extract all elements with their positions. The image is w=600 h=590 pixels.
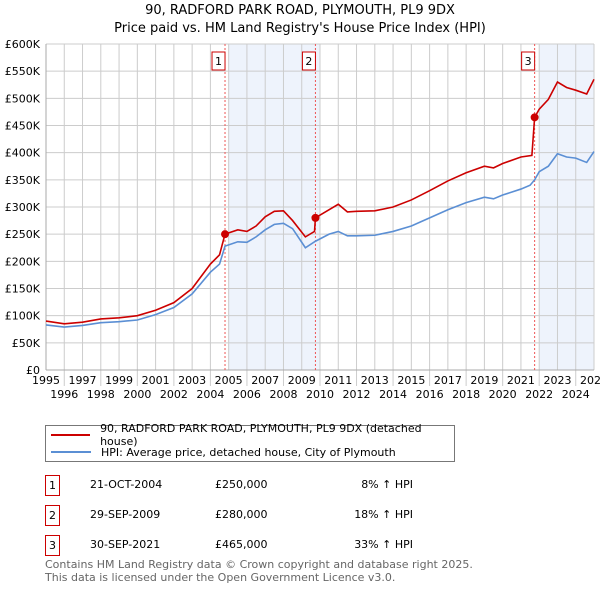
x-tick-label: 2022	[525, 388, 553, 401]
x-tick-label: 2002	[160, 388, 188, 401]
x-tick-label: 2003	[178, 374, 206, 387]
y-tick-label: £500K	[5, 92, 41, 105]
x-tick-label: 2023	[543, 374, 571, 387]
legend-label: HPI: Average price, detached house, City…	[101, 445, 396, 459]
x-tick-label: 1995	[32, 374, 60, 387]
legend-label: 90, RADFORD PARK ROAD, PLYMOUTH, PL9 9DX…	[100, 422, 422, 448]
x-tick-label: 2024	[562, 388, 590, 401]
legend-swatch-red	[51, 434, 91, 436]
transaction-date: 29-SEP-2009	[90, 508, 161, 521]
transaction-price: £250,000	[215, 478, 268, 491]
x-tick-label: 2020	[489, 388, 517, 401]
transaction-hpi: 8% ↑ HPI	[361, 478, 413, 491]
x-tick-label: 2007	[251, 374, 279, 387]
x-tick-label: 1996	[50, 388, 78, 401]
x-tick-label: 2001	[142, 374, 170, 387]
chart-title: 90, RADFORD PARK ROAD, PLYMOUTH, PL9 9DX…	[0, 2, 600, 38]
y-tick-label: £350K	[5, 174, 41, 187]
sale-label: 1	[215, 55, 222, 68]
x-tick-label: 1997	[69, 374, 97, 387]
transaction-marker: 3	[45, 535, 60, 556]
hpi-line	[45, 151, 595, 328]
footer-line-2: This data is licensed under the Open Gov…	[45, 571, 396, 584]
y-tick-label: £100K	[5, 310, 41, 323]
transaction-price: £280,000	[215, 508, 268, 521]
x-tick-label: 2025	[580, 374, 600, 387]
sale-point	[311, 213, 320, 222]
y-tick-label: £250K	[5, 228, 41, 241]
legend: 90, RADFORD PARK ROAD, PLYMOUTH, PL9 9DX…	[45, 422, 455, 462]
y-tick-label: £0	[26, 364, 40, 377]
x-tick-label: 2013	[361, 374, 389, 387]
transaction-marker: 2	[45, 505, 60, 526]
x-tick-label: 2000	[123, 388, 151, 401]
x-tick-label: 2018	[452, 388, 480, 401]
sale-label-box	[211, 51, 226, 71]
price-chart: 1995199619971998199920002001200220032004…	[5, 38, 600, 401]
x-tick-label: 2021	[507, 374, 535, 387]
x-tick-label: 2014	[379, 388, 407, 401]
legend-swatch-blue	[51, 451, 91, 453]
x-tick-label: 2011	[324, 374, 352, 387]
y-tick-label: £50K	[12, 337, 41, 350]
title-line: 90, RADFORD PARK ROAD, PLYMOUTH, PL9 9DX	[145, 3, 455, 18]
transaction-row: 1 21-OCT-2004 £250,000 8% ↑ HPI	[45, 475, 445, 496]
property-price-line	[45, 78, 595, 325]
sale-label-box	[301, 51, 316, 71]
x-tick-label: 2010	[306, 388, 334, 401]
y-tick-label: £150K	[5, 283, 41, 296]
x-tick-label: 2016	[416, 388, 444, 401]
x-tick-label: 2004	[196, 388, 224, 401]
y-tick-label: £200K	[5, 255, 41, 268]
x-tick-label: 1998	[87, 388, 115, 401]
footer-line-1: Contains HM Land Registry data © Crown c…	[45, 558, 473, 571]
x-tick-label: 2009	[288, 374, 316, 387]
sale-label: 3	[525, 55, 532, 68]
legend-item-hpi: HPI: Average price, detached house, City…	[51, 444, 396, 460]
y-tick-label: £450K	[5, 120, 41, 133]
x-tick-label: 2012	[343, 388, 371, 401]
sale-label-box	[521, 51, 536, 71]
legend-item-property: 90, RADFORD PARK ROAD, PLYMOUTH, PL9 9DX…	[51, 422, 454, 448]
sale-point	[530, 113, 539, 122]
y-tick-label: £550K	[5, 65, 41, 78]
transaction-hpi: 33% ↑ HPI	[354, 538, 413, 551]
x-tick-label: 2015	[397, 374, 425, 387]
transaction-row: 3 30-SEP-2021 £465,000 33% ↑ HPI	[45, 535, 445, 556]
x-tick-label: 1999	[105, 374, 133, 387]
y-tick-label: £400K	[5, 147, 41, 160]
transaction-row: 2 29-SEP-2009 £280,000 18% ↑ HPI	[45, 505, 445, 526]
transaction-marker: 1	[45, 475, 60, 496]
transaction-hpi: 18% ↑ HPI	[354, 508, 413, 521]
sale-point	[221, 230, 230, 239]
transaction-date: 21-OCT-2004	[90, 478, 163, 491]
x-tick-label: 2006	[233, 388, 261, 401]
x-tick-label: 2017	[434, 374, 462, 387]
subtitle-line: Price paid vs. HM Land Registry's House …	[114, 21, 486, 36]
transaction-price: £465,000	[215, 538, 268, 551]
x-tick-label: 2019	[470, 374, 498, 387]
x-tick-label: 2008	[269, 388, 297, 401]
y-tick-label: £300K	[5, 201, 41, 214]
transaction-date: 30-SEP-2021	[90, 538, 161, 551]
sale-label: 2	[305, 55, 312, 68]
y-tick-label: £600K	[5, 38, 41, 51]
footer: Contains HM Land Registry data © Crown c…	[45, 558, 473, 584]
x-tick-label: 2005	[215, 374, 243, 387]
